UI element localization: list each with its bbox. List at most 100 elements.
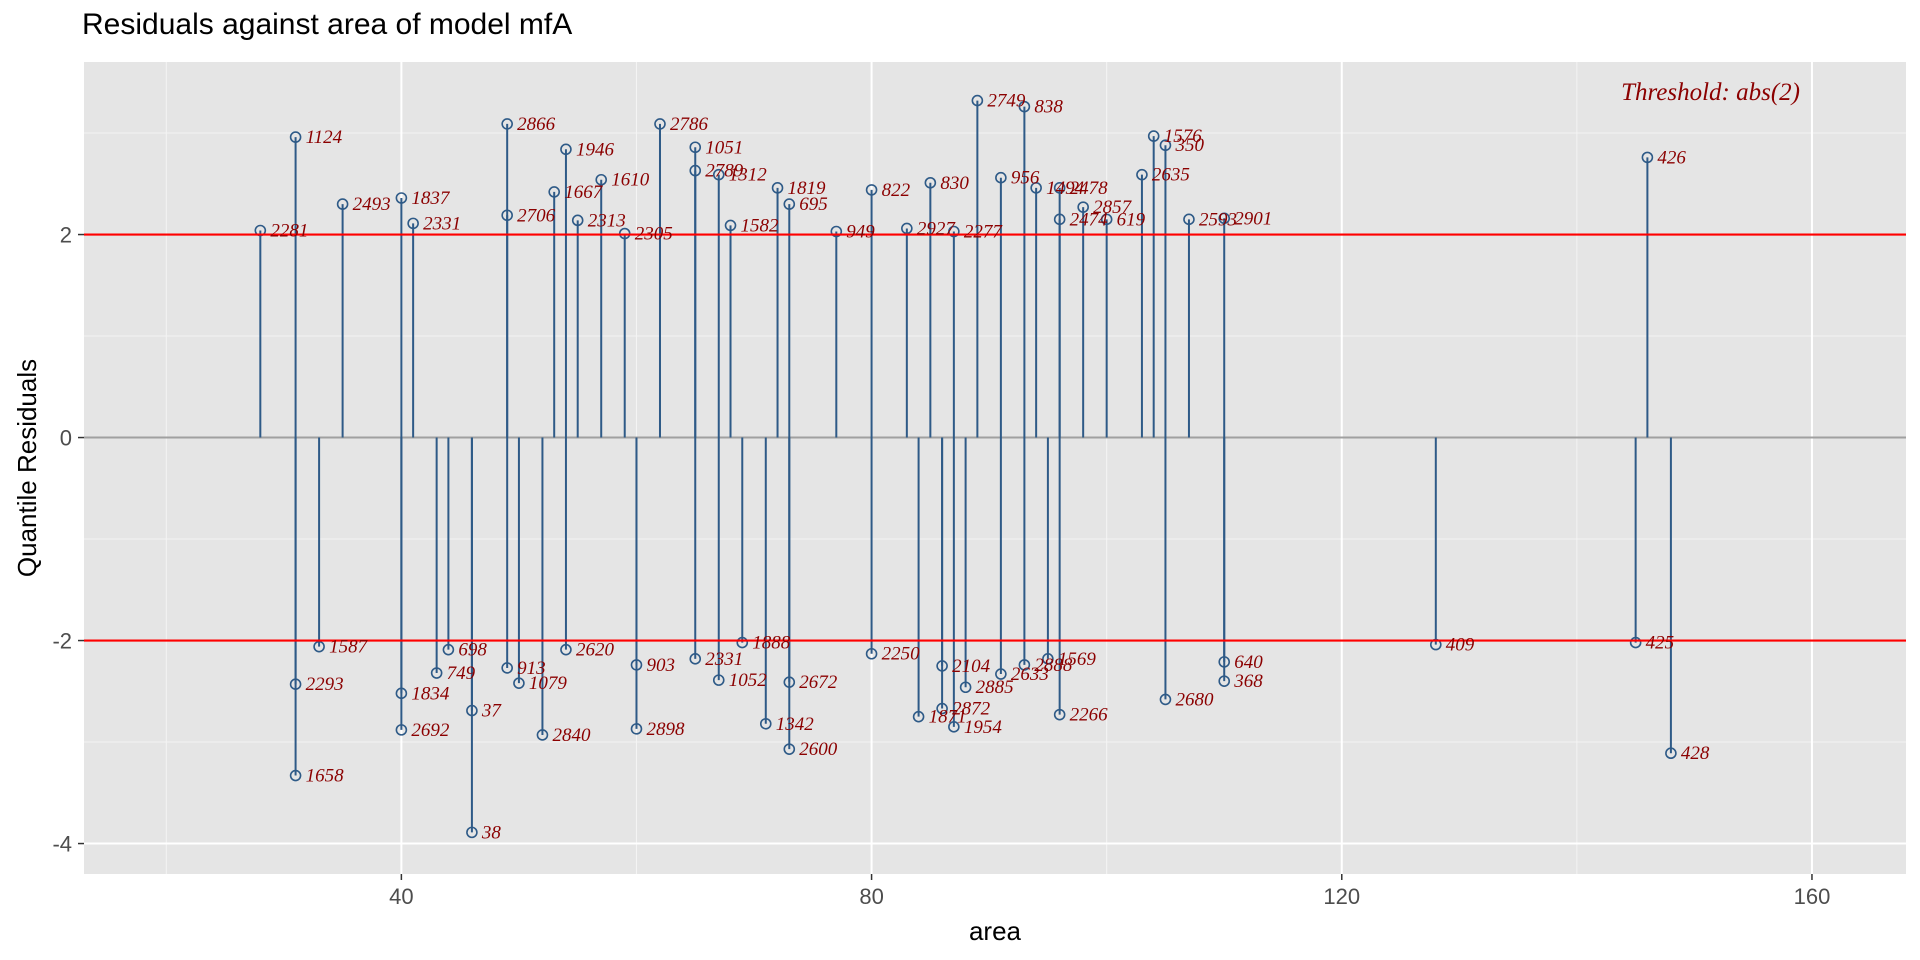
residual-point: [1218, 675, 1231, 687]
residual-point: [724, 219, 737, 232]
x-tick-label: 120: [1323, 884, 1360, 909]
residual-point: [865, 647, 878, 660]
residual-point: [995, 171, 1007, 184]
point-label: 1569: [1058, 649, 1097, 670]
point-label: 1051: [705, 137, 743, 158]
residual-point: [442, 643, 455, 656]
residual-point: [712, 674, 725, 686]
residual-point: [536, 729, 549, 741]
point-label: 1312: [729, 165, 768, 186]
residual-point: [407, 217, 419, 230]
y-axis-title: Quantile Residuals: [12, 359, 42, 577]
plot-panel: [84, 62, 1906, 874]
point-label: 695: [799, 194, 828, 215]
y-tick-label: -4: [52, 832, 72, 857]
point-label: 822: [882, 180, 911, 201]
point-label: 2331: [423, 213, 461, 234]
residual-point: [1218, 656, 1231, 668]
point-label: 1610: [611, 170, 650, 191]
point-label: 1587: [329, 637, 369, 658]
point-label: 2281: [270, 220, 308, 241]
point-label: 2600: [799, 739, 838, 760]
point-label: 2250: [882, 644, 921, 665]
residual-point: [830, 225, 843, 238]
residual-point: [912, 710, 925, 723]
residual-point: [630, 723, 643, 735]
x-tick-label: 40: [389, 884, 413, 909]
point-label: 830: [940, 173, 969, 194]
point-label: 1079: [529, 673, 568, 694]
residual-stems: [259, 100, 1672, 833]
residual-point: [595, 173, 608, 186]
point-label: 2293: [306, 674, 344, 695]
point-label: 2633: [1011, 664, 1049, 685]
point-label: 619: [1117, 209, 1146, 230]
point-label: 2672: [799, 672, 838, 693]
point-label: 949: [846, 222, 875, 243]
residual-point: [289, 769, 302, 782]
point-label: 1871: [929, 707, 967, 728]
residual-point: [395, 192, 408, 204]
residual-point: [501, 662, 513, 674]
residual-point: [1147, 130, 1160, 142]
point-label: 2789: [705, 161, 744, 182]
residual-point: [1183, 213, 1195, 226]
threshold-lines: [84, 233, 1906, 642]
point-label: 2692: [411, 720, 450, 741]
point-label: 368: [1233, 671, 1263, 692]
residual-point: [560, 643, 572, 656]
residual-point: [689, 141, 702, 154]
residual-point: [948, 721, 960, 733]
residual-point: [971, 94, 984, 107]
residual-point: [1641, 151, 1654, 164]
residual-point: [501, 209, 513, 222]
x-axis-ticks: 40 80 120 160: [389, 874, 1830, 909]
point-label: 2680: [1175, 689, 1214, 710]
residual-point: [1100, 213, 1113, 226]
threshold-annotation: Threshold: abs(2): [1621, 79, 1800, 106]
residual-point: [1159, 139, 1172, 152]
point-label: 1954: [964, 717, 1003, 738]
residual-point: [289, 678, 302, 690]
residual-point: [712, 168, 725, 181]
point-label: 2872: [952, 699, 991, 720]
residual-point: [501, 118, 513, 130]
point-label: 640: [1234, 652, 1263, 673]
residual-point: [1030, 182, 1042, 194]
point-label: 2266: [1070, 705, 1109, 726]
residual-point: [936, 660, 948, 672]
point-label: 2840: [552, 725, 591, 746]
residual-point: [1665, 747, 1677, 760]
residual-point: [865, 184, 878, 196]
point-label: 2927: [917, 218, 957, 239]
residual-point: [736, 636, 749, 649]
y-tick-label: -2: [52, 629, 72, 654]
residual-point: [1077, 201, 1089, 213]
residual-point: [1053, 708, 1066, 721]
x-tick-label: 160: [1794, 884, 1831, 909]
residual-point: [289, 131, 302, 143]
point-label: 2885: [976, 677, 1014, 698]
point-label: 409: [1446, 635, 1475, 656]
point-label: 1819: [788, 178, 827, 199]
point-label: 2277: [964, 222, 1004, 243]
point-label: 2313: [588, 210, 626, 231]
residual-point: [783, 676, 796, 688]
point-label: 426: [1657, 147, 1686, 168]
point-label: 2866: [517, 114, 556, 135]
point-label: 838: [1034, 97, 1063, 118]
point-label: 698: [458, 640, 487, 661]
y-tick-label: 2: [60, 223, 72, 248]
residual-point: [430, 667, 443, 679]
point-label: 956: [1011, 168, 1040, 189]
residual-point: [783, 743, 796, 755]
point-label: 37: [481, 701, 503, 722]
residual-point: [395, 724, 408, 736]
residual-point: [1053, 182, 1066, 194]
point-label: 1667: [564, 182, 604, 203]
point-label: 428: [1681, 743, 1710, 764]
residual-point: [513, 677, 525, 689]
point-label: 2898: [646, 719, 685, 740]
point-label: 2104: [952, 656, 991, 677]
